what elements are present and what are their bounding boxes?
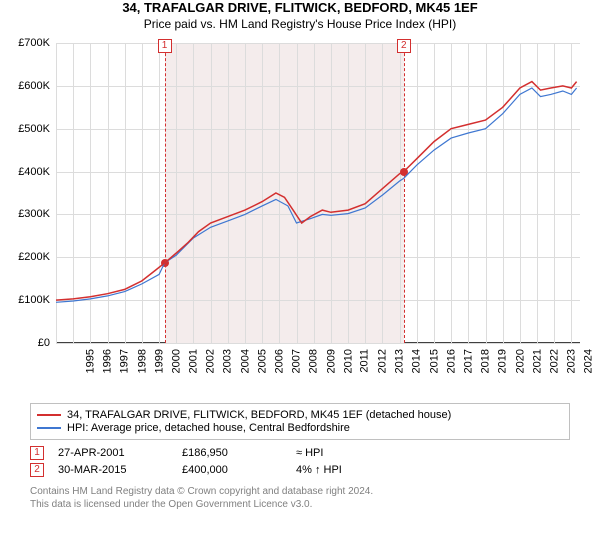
transaction-table: 1 27-APR-2001 £186,950 ≈ HPI 2 30-MAR-2015 £40…: [30, 446, 570, 477]
transaction-row: 1 27-APR-2001 £186,950 ≈ HPI: [30, 446, 570, 460]
footer-attribution: Contains HM Land Registry data © Crown c…: [30, 485, 570, 511]
transaction-row-marker: 1: [30, 446, 44, 460]
legend-item: HPI: Average price, detached house, Cent…: [37, 422, 563, 434]
transaction-hpi-diff: 4% ↑ HPI: [296, 464, 396, 476]
legend-swatch: [37, 427, 61, 429]
transaction-row-marker: 2: [30, 463, 44, 477]
legend: 34, TRAFALGAR DRIVE, FLITWICK, BEDFORD, …: [30, 403, 570, 440]
series-line-price_paid: [56, 82, 577, 301]
series-line-hpi: [56, 88, 577, 302]
series-svg: [10, 37, 590, 397]
legend-swatch: [37, 414, 61, 416]
transaction-hpi-diff: ≈ HPI: [296, 447, 396, 459]
chart-title: 34, TRAFALGAR DRIVE, FLITWICK, BEDFORD, …: [0, 0, 600, 15]
chart-subtitle: Price paid vs. HM Land Registry's House …: [0, 17, 600, 31]
transaction-date: 27-APR-2001: [58, 447, 168, 459]
legend-item: 34, TRAFALGAR DRIVE, FLITWICK, BEDFORD, …: [37, 409, 563, 421]
transaction-row: 2 30-MAR-2015 £400,000 4% ↑ HPI: [30, 463, 570, 477]
transaction-price: £186,950: [182, 447, 282, 459]
legend-label: HPI: Average price, detached house, Cent…: [67, 422, 350, 434]
transaction-price: £400,000: [182, 464, 282, 476]
legend-label: 34, TRAFALGAR DRIVE, FLITWICK, BEDFORD, …: [67, 409, 451, 421]
footer-line-2: This data is licensed under the Open Gov…: [30, 498, 570, 511]
chart-area: £0£100K£200K£300K£400K£500K£600K£700K199…: [10, 37, 590, 397]
transaction-date: 30-MAR-2015: [58, 464, 168, 476]
footer-line-1: Contains HM Land Registry data © Crown c…: [30, 485, 570, 498]
